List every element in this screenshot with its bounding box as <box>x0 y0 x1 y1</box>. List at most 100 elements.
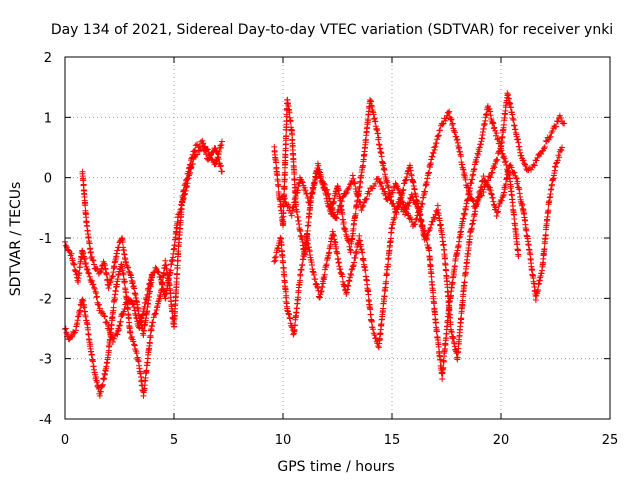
data-point <box>476 193 483 200</box>
data-point <box>473 158 480 165</box>
data-point <box>504 167 511 174</box>
data-point <box>431 146 438 153</box>
data-point <box>367 306 374 313</box>
data-point <box>348 266 355 273</box>
data-point <box>429 153 436 160</box>
data-point <box>63 329 70 336</box>
data-point <box>419 201 426 208</box>
data-point <box>369 185 376 192</box>
data-point <box>291 196 298 203</box>
data-point <box>214 156 221 163</box>
data-point <box>435 132 442 139</box>
data-point <box>189 151 196 158</box>
data-point <box>324 186 331 193</box>
data-point <box>157 274 164 281</box>
data-point <box>200 140 207 147</box>
data-point <box>375 175 382 182</box>
data-point <box>85 269 92 276</box>
data-point <box>518 152 525 159</box>
data-point <box>163 265 170 272</box>
data-point <box>325 190 332 197</box>
data-point <box>119 239 126 246</box>
data-point <box>402 177 409 184</box>
data-point <box>448 116 455 123</box>
data-point <box>358 207 365 214</box>
data-point <box>403 174 410 181</box>
data-point <box>101 312 108 319</box>
data-point <box>428 156 435 163</box>
data-point <box>491 164 498 171</box>
data-point <box>377 179 384 186</box>
data-point <box>333 214 340 221</box>
data-point <box>339 278 346 285</box>
data-point <box>152 310 159 317</box>
data-point <box>440 241 447 248</box>
data-point <box>368 318 375 325</box>
data-point <box>133 350 140 357</box>
data-point <box>422 188 429 195</box>
data-point <box>332 239 339 246</box>
data-point <box>499 194 506 201</box>
data-point <box>179 194 186 201</box>
data-point <box>554 157 561 164</box>
data-point <box>162 295 169 302</box>
data-point <box>278 242 285 249</box>
data-point <box>500 154 507 161</box>
data-point <box>345 283 352 290</box>
data-point <box>111 296 118 303</box>
data-point <box>272 257 279 264</box>
data-point <box>105 285 112 292</box>
data-point <box>68 332 75 339</box>
data-point <box>284 307 291 314</box>
data-point <box>128 335 135 342</box>
data-point <box>290 203 297 210</box>
data-point <box>547 133 554 140</box>
data-point <box>466 191 473 198</box>
data-point <box>302 187 309 194</box>
data-point <box>306 199 313 206</box>
data-point <box>487 184 494 191</box>
data-point <box>313 174 320 181</box>
data-point <box>88 277 95 284</box>
data-point <box>495 148 502 155</box>
data-point <box>343 189 350 196</box>
data-point <box>390 219 397 226</box>
data-point <box>130 338 137 345</box>
chart-title: Day 134 of 2021, Sidereal Day-to-day VTE… <box>51 22 613 38</box>
data-point <box>307 195 314 202</box>
data-point <box>167 267 174 274</box>
data-point <box>310 186 317 193</box>
data-point <box>291 199 298 206</box>
data-point <box>409 194 416 201</box>
data-point <box>432 143 439 150</box>
data-point <box>529 266 536 273</box>
data-point <box>414 212 421 219</box>
data-point <box>345 277 352 284</box>
data-point <box>460 166 467 173</box>
data-point <box>285 311 292 318</box>
data-point <box>433 328 440 335</box>
data-point <box>69 257 76 264</box>
data-point <box>125 264 132 271</box>
data-point <box>520 157 527 164</box>
data-point <box>339 273 346 280</box>
data-point <box>541 246 548 253</box>
y-axis-label: SDTVAR / TECUs <box>8 182 24 297</box>
data-point <box>462 176 469 183</box>
data-point <box>90 281 97 288</box>
data-point <box>283 113 290 120</box>
data-point <box>366 190 373 197</box>
data-point <box>403 176 410 183</box>
data-point <box>511 169 518 176</box>
data-point <box>502 158 509 165</box>
data-point <box>493 130 500 137</box>
data-point <box>212 147 219 154</box>
data-point <box>553 160 560 167</box>
data-point <box>487 112 494 119</box>
data-point <box>357 179 364 186</box>
data-point <box>458 315 465 322</box>
data-point <box>530 161 537 168</box>
data-point <box>93 293 100 300</box>
data-point <box>347 246 354 253</box>
data-point <box>398 194 405 201</box>
